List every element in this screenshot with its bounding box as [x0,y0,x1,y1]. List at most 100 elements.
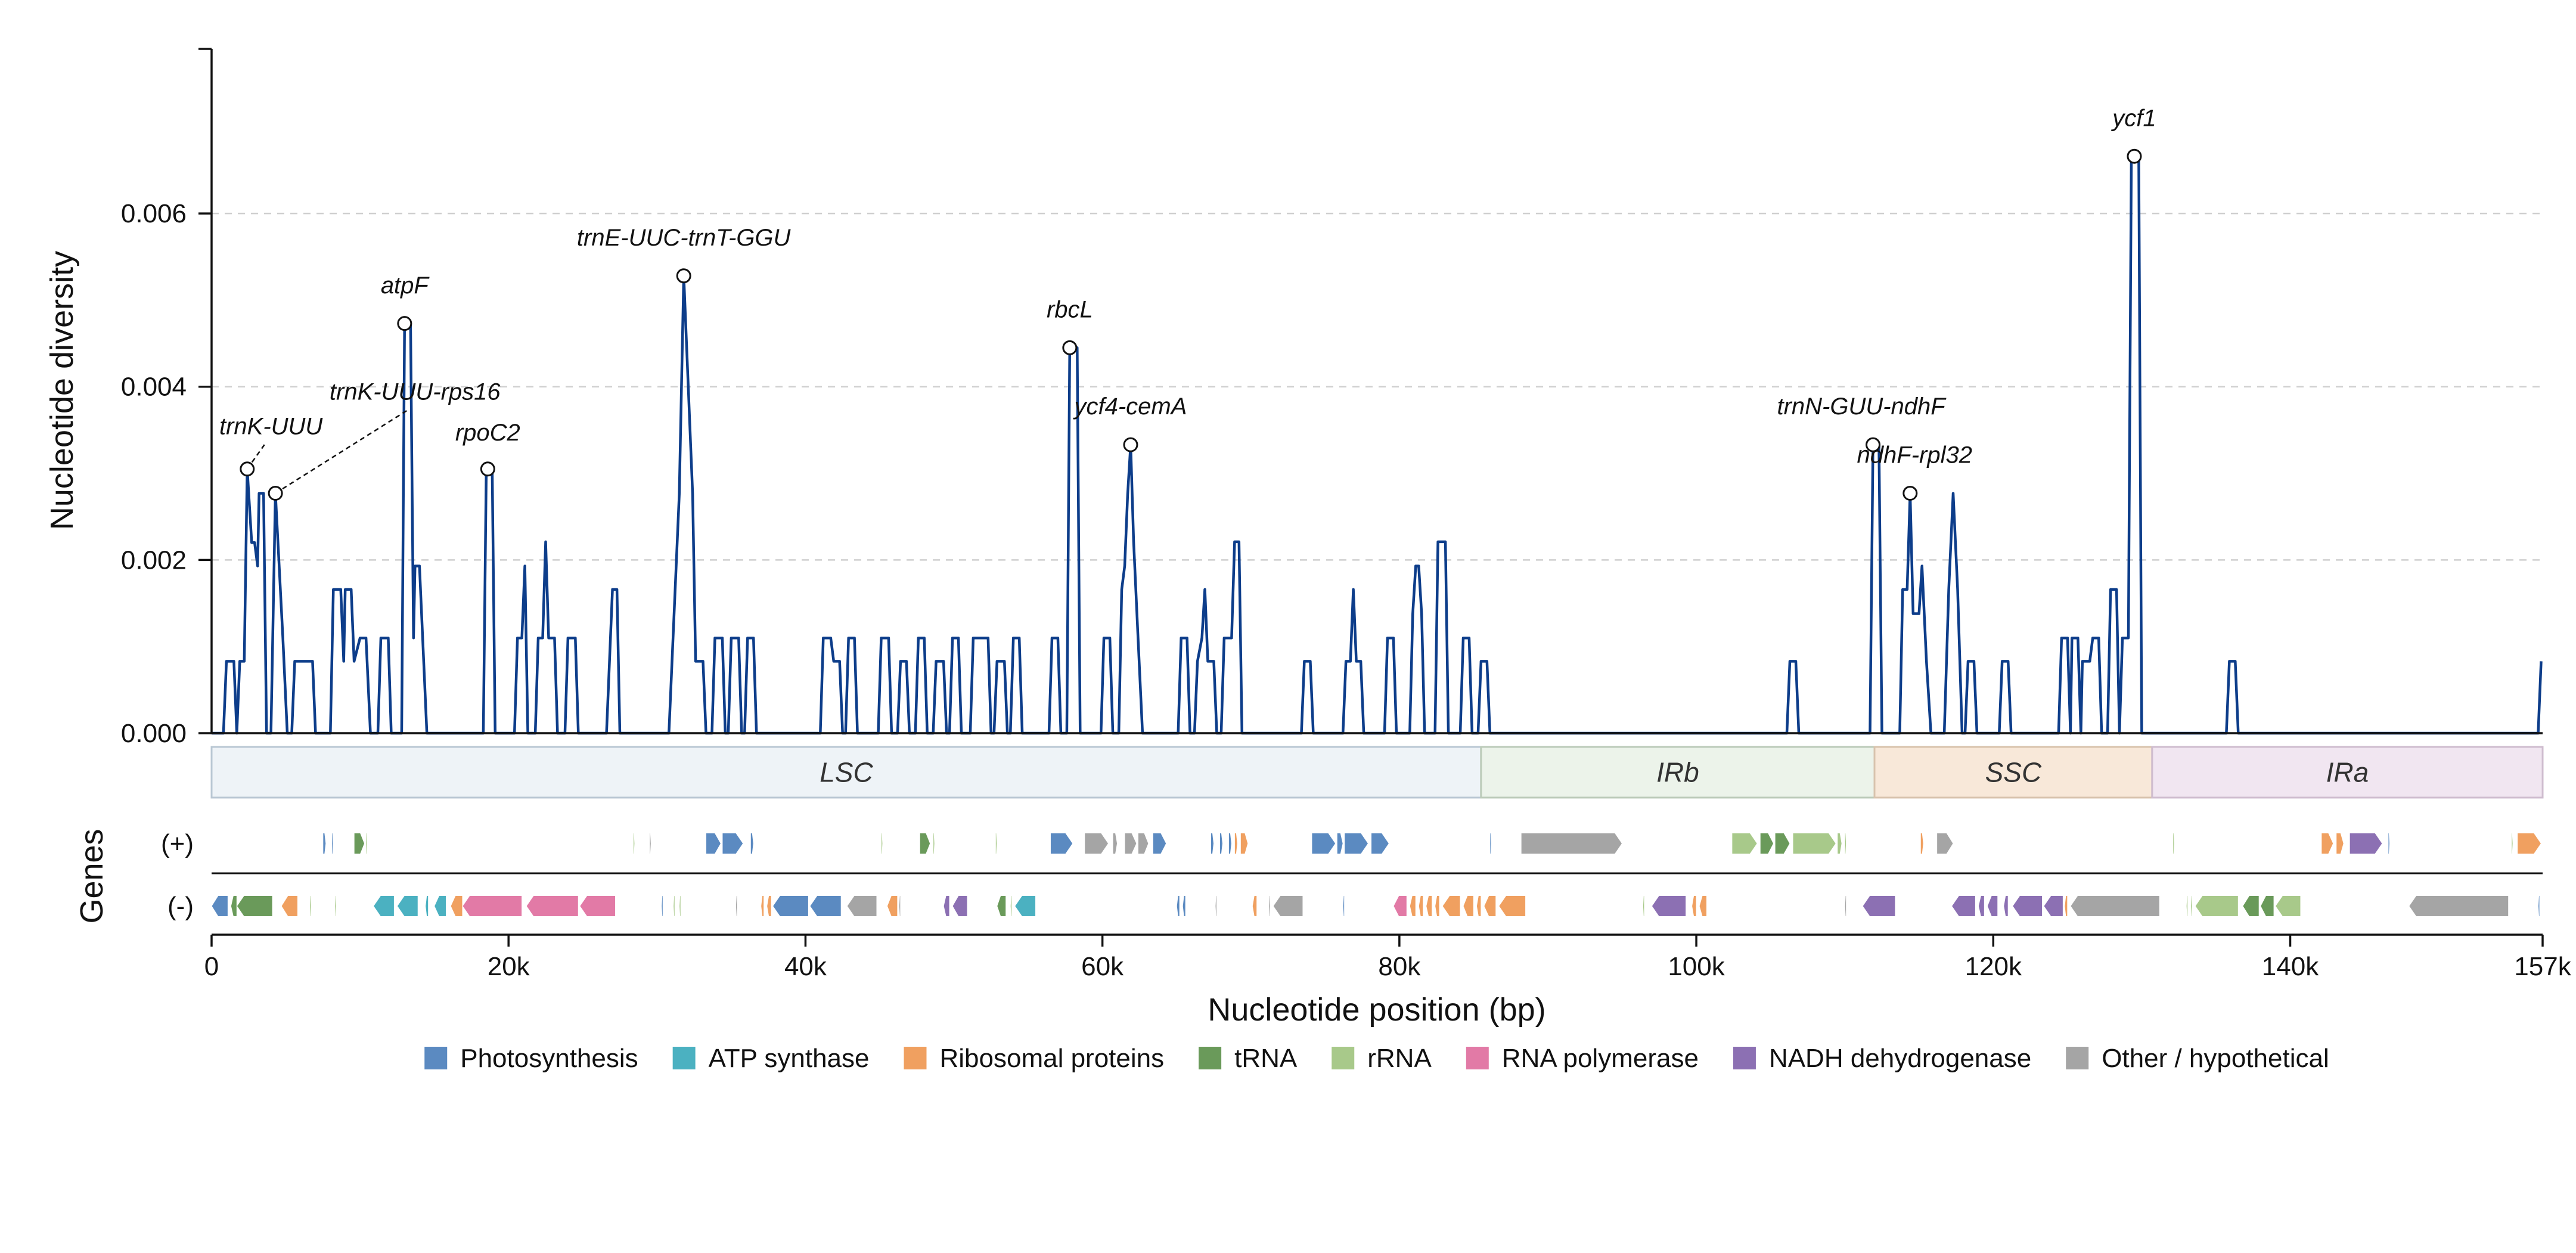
x-tick-label: 80k [1378,952,1421,981]
gene-feature [997,895,1007,917]
gene-feature [2070,895,2160,917]
legend-swatch [2066,1047,2089,1069]
gene-feature [1234,833,1238,854]
annotation-leader [246,443,266,470]
gene-feature [1463,895,1474,917]
gene-feature [1483,895,1497,917]
gene-feature [1176,895,1180,917]
gene-feature [2260,895,2274,917]
gene-feature [2043,895,2063,917]
gene-feature [1759,833,1774,854]
gene-feature [1978,895,1985,917]
gene-feature [2538,895,2540,917]
gene-feature [1418,895,1424,917]
gene-feature [1774,833,1790,854]
gene-feature [995,833,998,854]
gene-feature [1844,833,1847,854]
gene-feature [334,895,337,917]
gene-feature [1228,833,1232,854]
gene-feature [679,895,681,917]
gene-feature [1476,895,1482,917]
peak-label: ycf4-cemA [1073,393,1187,420]
gene-feature [1951,895,1976,917]
gene-feature [1442,895,1461,917]
gene-feature [706,833,722,854]
gene-feature [425,895,429,917]
gene-feature [761,895,765,917]
peak-marker [397,316,412,331]
gene-feature [1010,895,1013,917]
gene-feature [1084,833,1109,854]
legend-label: ATP synthase [709,1044,870,1073]
peak-label: trnE-UUC-trnT-GGU [577,225,792,251]
gene-feature [211,895,228,917]
gene-feature [2511,833,2513,854]
gene-feature [1152,833,1167,854]
gene-feature [1409,895,1416,917]
legend-label: Photosynthesis [460,1044,638,1073]
region-label: IRb [1656,757,1699,788]
gene-feature [2190,895,2193,917]
gene-feature [230,895,237,917]
gene-feature [450,895,463,917]
peak-annotations: trnK-UUU trnK-UUU-rps16 atpF rpoC2 trnE-UUC-… [219,105,2156,501]
legend-swatch [1733,1047,1756,1069]
legend-swatch [904,1047,927,1069]
gene-feature [462,895,523,917]
gene-feature [1112,833,1118,854]
gene-feature [1642,895,1645,917]
peak-label: ndhF-rpl32 [1857,442,1972,469]
gene-feature [353,833,365,854]
gene-feature [649,833,651,854]
gene-feature [2003,895,2009,917]
x-tick-label: 140k [2262,952,2319,981]
region-band: LSC IRb SSC IRa [210,746,2544,799]
peak-marker [1902,485,1918,501]
legend-swatch [424,1047,448,1069]
legend-label: rRNA [1367,1044,1432,1073]
region-irb [1480,746,1876,799]
peak-label: rbcL [1047,296,1093,322]
legend-swatch [1466,1047,1489,1069]
gene-feature [661,895,663,917]
gene-feature [952,895,968,917]
ticks: 0.000 0.002 0.004 0.006 0 20k 40k 60k 80k 100k 120… [121,48,2572,981]
gene-feature [236,895,273,917]
gene-feature [1336,833,1343,854]
legend-swatch [672,1047,696,1069]
gene-feature [1792,833,1836,854]
peak-marker [240,461,255,477]
gene-feature [1731,833,1758,854]
gene-feature [1987,895,1998,917]
x-tick-label: 157k [2514,952,2571,981]
gene-feature [526,895,579,917]
gene-feature [1844,895,1847,917]
gene-track-title: Genes [74,829,110,923]
gene-feature [1311,833,1336,854]
gene-feature [1920,833,1924,854]
gene-feature [846,895,877,917]
x-axis-title: Nucleotide position (bp) [1208,992,1545,1028]
region-ssc [1873,746,2153,799]
x-tick-label: 100k [1668,952,1725,981]
gene-feature [396,895,418,917]
region-label: IRa [2326,757,2369,788]
gene-track [211,833,2542,917]
legend-label: Other / hypothetical [2102,1044,2329,1073]
gene-feature [331,833,334,854]
gene-feature [735,895,738,917]
region-label: LSC [820,757,873,788]
x-tick-label: 20k [488,952,530,981]
gene-feature [1393,895,1407,917]
gene-feature [898,895,901,917]
gene-feature [1137,833,1149,854]
gene-feature [1182,895,1186,917]
peak-marker [2127,148,2142,164]
peak-marker [480,461,495,477]
gene-feature [2012,895,2043,917]
gene-feature [886,895,898,917]
gene-feature [919,833,931,854]
gene-feature [1936,833,1954,854]
